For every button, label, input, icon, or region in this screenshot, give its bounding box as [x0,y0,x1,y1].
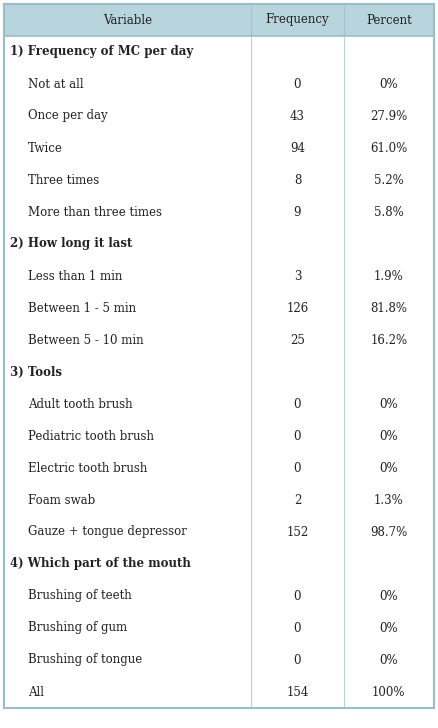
Text: Between 1 - 5 min: Between 1 - 5 min [28,301,136,314]
Text: All: All [28,686,44,698]
Text: Variable: Variable [103,14,152,26]
Text: Twice: Twice [28,141,63,154]
Text: 154: 154 [286,686,309,698]
Text: 16.2%: 16.2% [370,333,407,347]
Text: 0: 0 [294,430,301,443]
Text: 1) Frequency of MC per day: 1) Frequency of MC per day [10,45,193,58]
Text: 1.3%: 1.3% [374,494,404,507]
Text: Percent: Percent [366,14,412,26]
Text: 1.9%: 1.9% [374,269,404,282]
Text: 0%: 0% [380,462,398,475]
Text: 0%: 0% [380,430,398,443]
Text: 25: 25 [290,333,305,347]
Text: 8: 8 [294,173,301,186]
Text: Gauze + tongue depressor: Gauze + tongue depressor [28,526,187,539]
Text: Brushing of teeth: Brushing of teeth [28,590,132,603]
Text: Three times: Three times [28,173,99,186]
Text: 0%: 0% [380,590,398,603]
Text: 0: 0 [294,397,301,411]
Text: 98.7%: 98.7% [370,526,407,539]
Text: 94: 94 [290,141,305,154]
Text: Brushing of tongue: Brushing of tongue [28,654,142,667]
Text: 0%: 0% [380,622,398,635]
Text: Pediatric tooth brush: Pediatric tooth brush [28,430,154,443]
Text: 4) Which part of the mouth: 4) Which part of the mouth [10,558,191,571]
Text: 0: 0 [294,77,301,90]
Text: 9: 9 [294,205,301,218]
Text: Electric tooth brush: Electric tooth brush [28,462,147,475]
Text: 2: 2 [294,494,301,507]
Text: 3) Tools: 3) Tools [10,365,62,379]
Text: 152: 152 [286,526,309,539]
Text: 0%: 0% [380,77,398,90]
Text: 3: 3 [294,269,301,282]
Text: 5.2%: 5.2% [374,173,404,186]
Text: Adult tooth brush: Adult tooth brush [28,397,133,411]
Text: 0: 0 [294,654,301,667]
Text: 27.9%: 27.9% [370,109,407,122]
Text: Brushing of gum: Brushing of gum [28,622,127,635]
Text: Not at all: Not at all [28,77,84,90]
Text: 126: 126 [286,301,309,314]
Text: 61.0%: 61.0% [370,141,407,154]
Text: 0%: 0% [380,654,398,667]
Text: Once per day: Once per day [28,109,108,122]
Text: Between 5 - 10 min: Between 5 - 10 min [28,333,144,347]
Text: 81.8%: 81.8% [371,301,407,314]
Text: 2) How long it last: 2) How long it last [10,237,132,250]
Text: Foam swab: Foam swab [28,494,95,507]
Text: Less than 1 min: Less than 1 min [28,269,122,282]
Text: 0: 0 [294,590,301,603]
Text: More than three times: More than three times [28,205,162,218]
Text: Frequency: Frequency [266,14,329,26]
Text: 0: 0 [294,462,301,475]
Text: 43: 43 [290,109,305,122]
Bar [4,4,434,36]
Text: 0: 0 [294,622,301,635]
Text: 5.8%: 5.8% [374,205,404,218]
Text: 0%: 0% [380,397,398,411]
Text: 100%: 100% [372,686,406,698]
